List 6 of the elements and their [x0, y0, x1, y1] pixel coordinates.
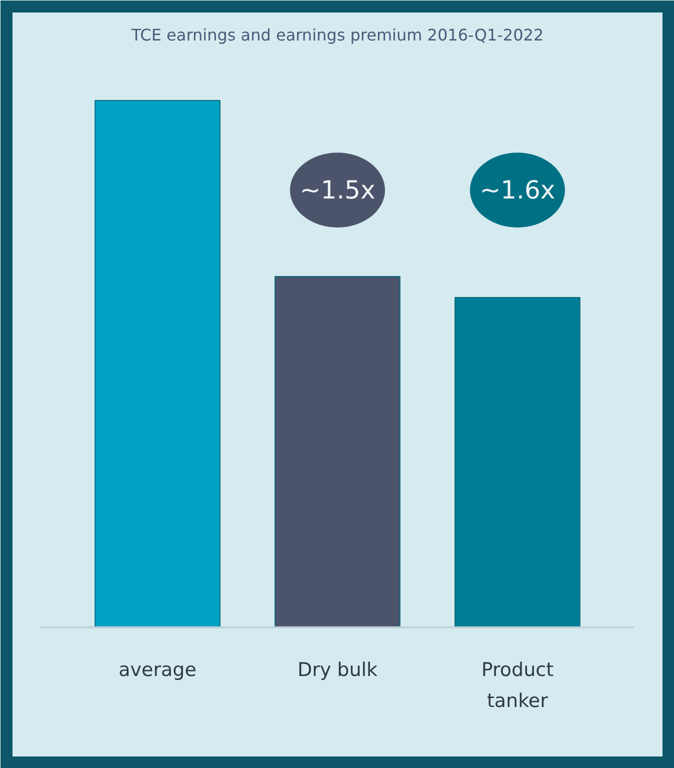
annotation: ~1.5x: [300, 176, 376, 205]
chart-title: TCE earnings and earnings premium 2016-Q1-2022: [130, 26, 544, 45]
x-tick-label: Product tanker: [481, 659, 554, 712]
x-tick-label: Dry bulk: [297, 659, 378, 682]
annotation: ~1.6x: [480, 176, 556, 205]
x-tick-label: average: [118, 659, 196, 682]
